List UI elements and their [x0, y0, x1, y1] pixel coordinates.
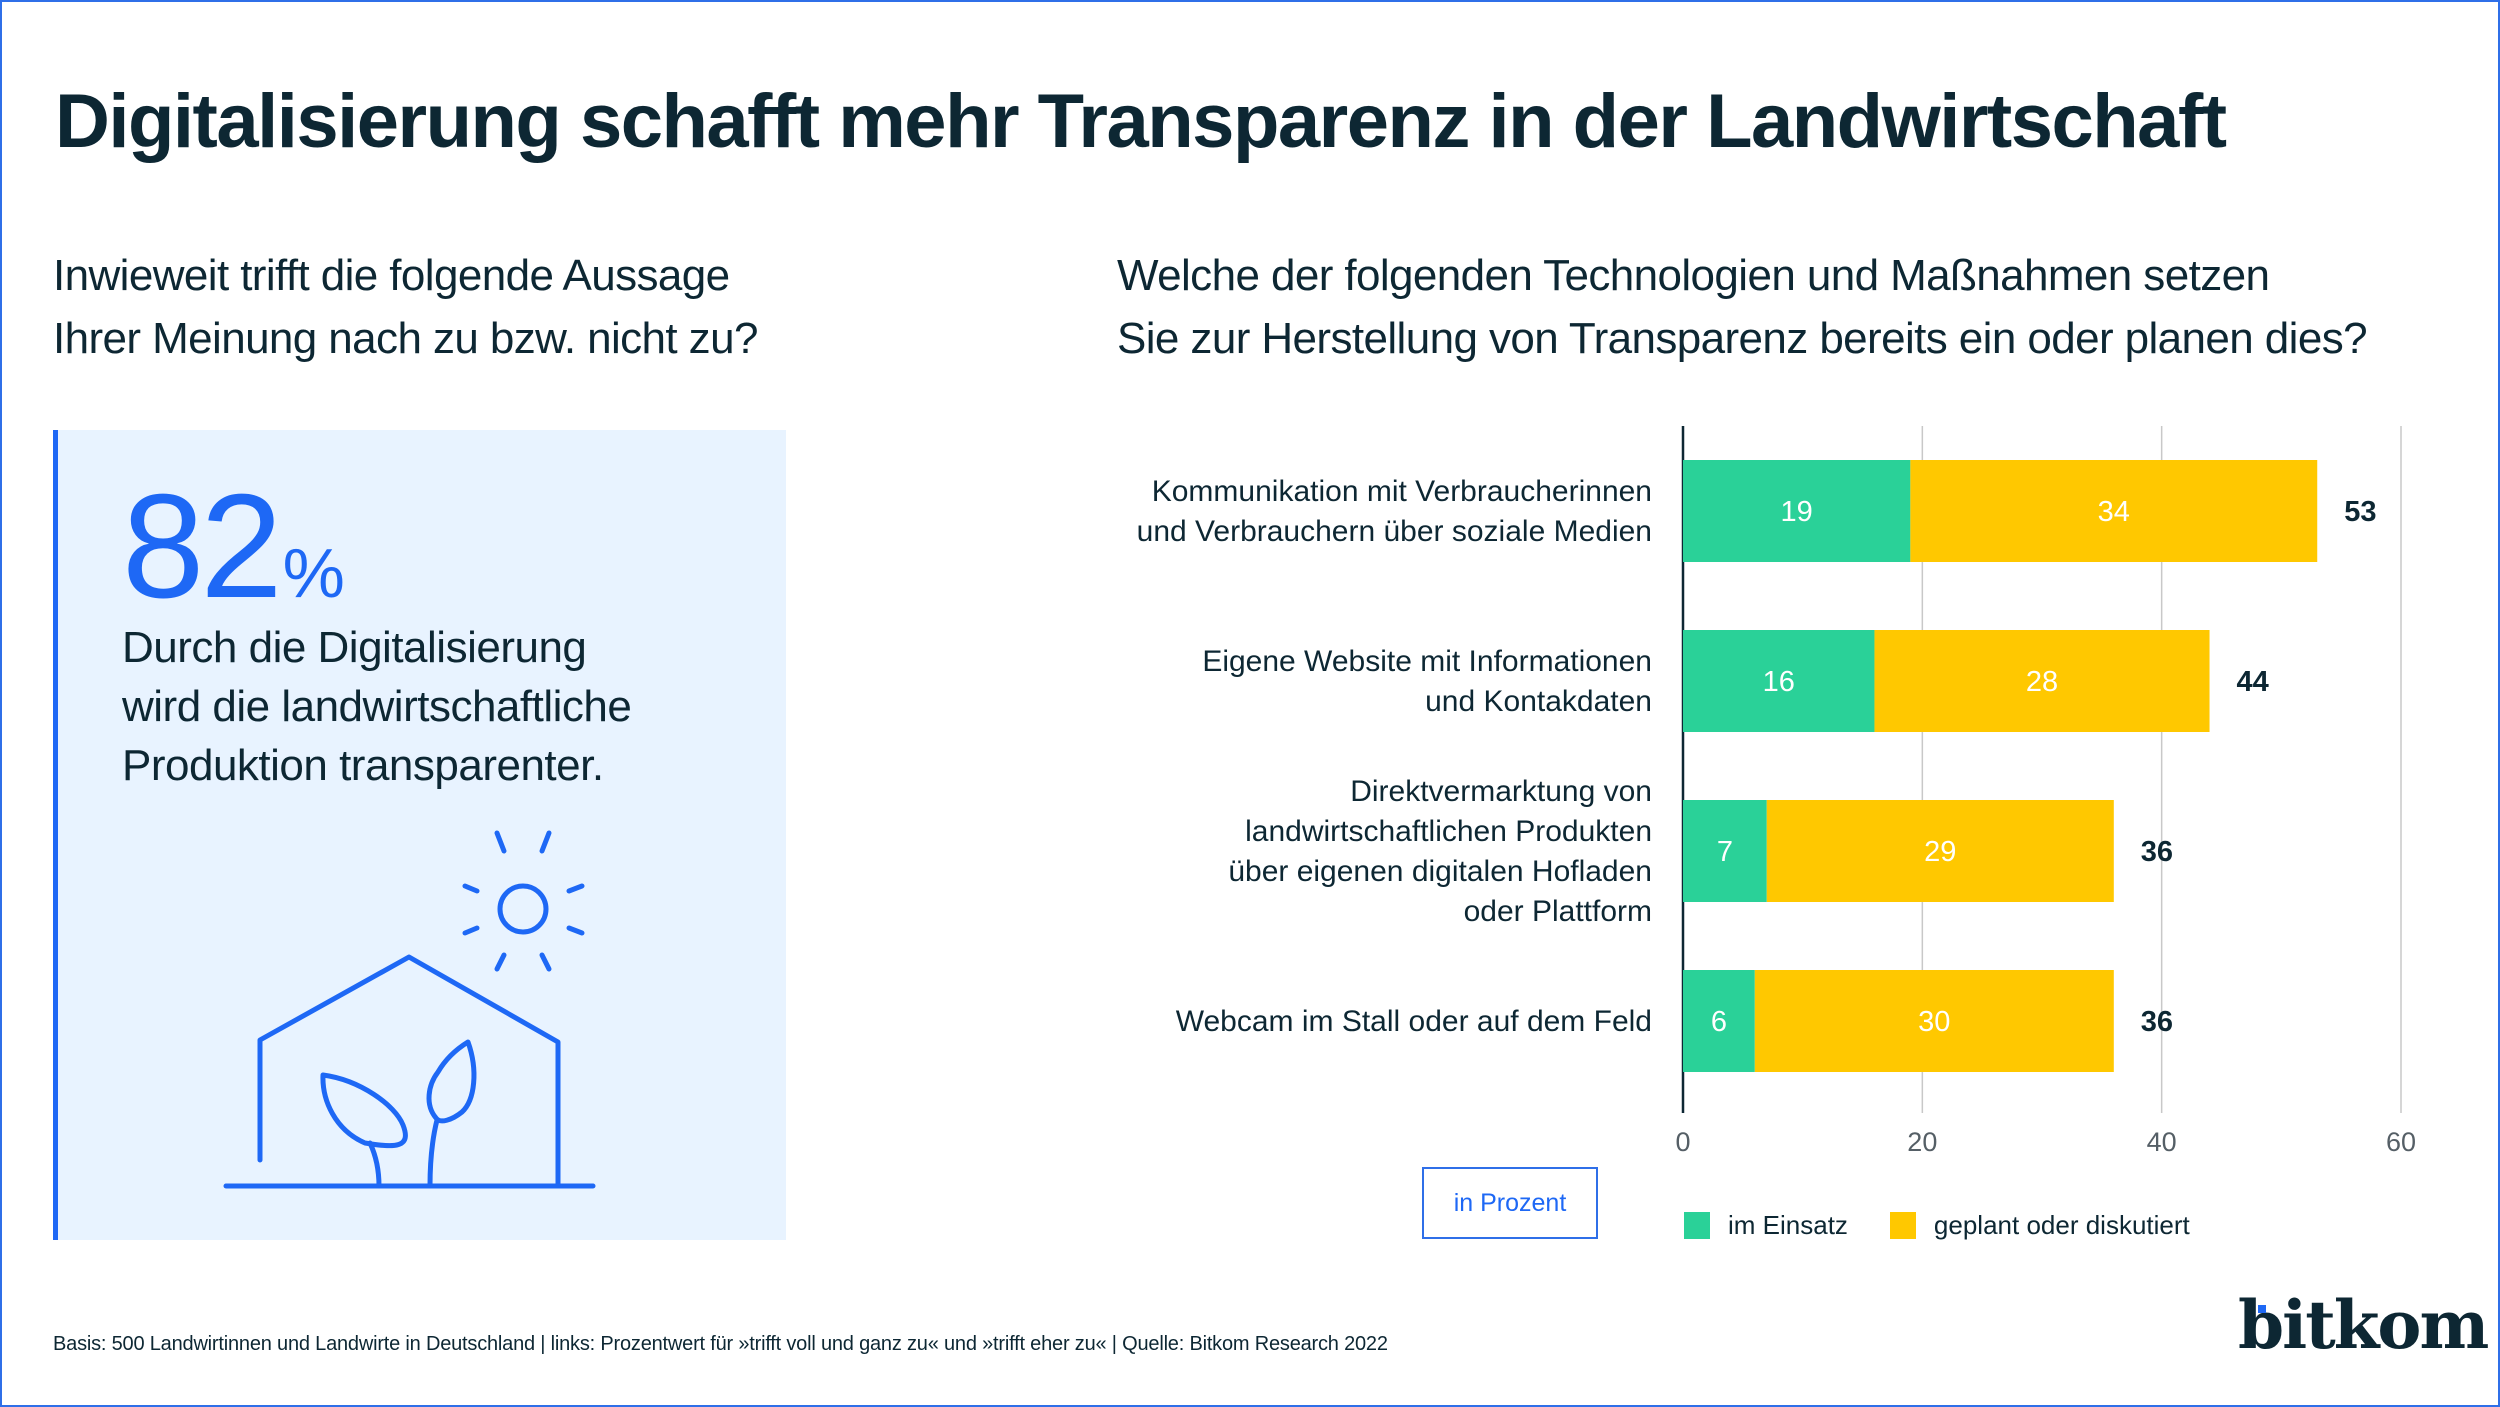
unit-label: in Prozent — [1422, 1167, 1598, 1239]
sun-icon — [462, 830, 585, 972]
chart-x-ticks: 0 20 40 60 — [1675, 1127, 2416, 1157]
bar-total-label: 36 — [2141, 1006, 2173, 1038]
stat-unit: % — [282, 534, 345, 612]
bar-value-label: 28 — [2026, 666, 2058, 698]
bitkom-logo: bitkom — [2238, 1290, 2489, 1360]
category-label: Webcam im Stall oder auf dem Feld — [1176, 1005, 1652, 1038]
plant-icon — [320, 1039, 477, 1189]
stat-statement-line: Produktion transparenter. — [122, 741, 604, 790]
x-tick-label: 60 — [2386, 1127, 2416, 1157]
category-label: Eigene Website mit Informationen — [1202, 645, 1652, 678]
stat-statement: Durch die Digitalisierung wird die landw… — [122, 618, 632, 795]
legend-swatch-yellow — [1889, 1212, 1916, 1239]
category-label: über eigenen digitalen Hofladen — [1228, 855, 1652, 888]
page-title: Digitalisierung schafft mehr Transparenz… — [55, 79, 2227, 164]
legend-item-geplant: geplant oder diskutiert — [1889, 1210, 2190, 1241]
x-tick-label: 20 — [1907, 1127, 1937, 1157]
bar-total-label: 44 — [2237, 666, 2269, 698]
stat-value: 82 — [122, 464, 283, 629]
category-label: und Verbrauchern über soziale Medien — [1137, 515, 1652, 548]
bar-segment-im-einsatz — [1683, 800, 1767, 902]
bar-value-label: 30 — [1918, 1006, 1950, 1038]
stat-statement-line: wird die landwirtschaftliche — [122, 682, 632, 731]
bar-total-label: 36 — [2141, 836, 2173, 868]
category-label: Kommunikation mit Verbraucherinnen — [1152, 475, 1652, 508]
bar-segment-geplant — [1754, 970, 2114, 1072]
bar-segment-geplant — [1910, 460, 2318, 562]
bar-value-label: 29 — [1924, 836, 1956, 868]
bar-segment-im-einsatz — [1683, 970, 1755, 1072]
legend-item-im-einsatz: im Einsatz — [1684, 1210, 1848, 1241]
legend-label: im Einsatz — [1728, 1210, 1848, 1240]
category-label: Direktvermarktung von — [1350, 775, 1652, 808]
stat-figure: 82% — [122, 472, 345, 622]
x-tick-label: 40 — [2147, 1127, 2177, 1157]
chart-bars — [1683, 460, 2318, 1072]
left-question-line: Ihrer Meinung nach zu bzw. nicht zu? — [53, 314, 758, 363]
left-question-line: Inwieweit trifft die folgende Aussage — [53, 251, 730, 300]
logo-accent-dot — [2258, 1305, 2266, 1313]
bar-total-label: 53 — [2344, 496, 2376, 528]
bar-value-label: 6 — [1711, 1006, 1727, 1038]
bitkom-logo-text: bitkom — [2238, 1286, 2489, 1364]
house-outline-icon — [223, 954, 596, 1189]
x-tick-label: 0 — [1675, 1127, 1690, 1157]
left-question: Inwieweit trifft die folgende Aussage Ih… — [53, 244, 758, 370]
bar-value-label: 16 — [1763, 666, 1795, 698]
bar-value-label: 19 — [1781, 496, 1813, 528]
greenhouse-sun-plants-icon — [223, 830, 596, 1189]
category-label: landwirtschaftlichen Produkten — [1245, 815, 1652, 848]
bar-segment-geplant — [1874, 630, 2210, 732]
bar-value-label: 34 — [2098, 496, 2130, 528]
category-label: und Kontakdaten — [1425, 685, 1652, 718]
chart-labels: 19 34 53 Kommunikation mit Verbraucherinnen… — [1137, 475, 2377, 1038]
legend-swatch-green — [1684, 1212, 1710, 1239]
bar-segment-im-einsatz — [1683, 460, 1911, 562]
category-label: oder Plattform — [1464, 895, 1652, 928]
right-question: Welche der folgenden Technologien und Ma… — [1117, 244, 2368, 370]
right-question-line: Welche der folgenden Technologien und Ma… — [1117, 251, 2270, 300]
chart-legend: im Einsatz geplant oder diskutiert — [1684, 1210, 2232, 1241]
stat-statement-line: Durch die Digitalisierung — [122, 623, 587, 672]
bar-segment-geplant — [1766, 800, 2114, 902]
bar-value-label: 7 — [1717, 836, 1733, 868]
right-question-line: Sie zur Herstellung von Transparenz bere… — [1117, 314, 2368, 363]
footer-source-note: Basis: 500 Landwirtinnen und Landwirte i… — [53, 1333, 1388, 1355]
legend-label: geplant oder diskutiert — [1933, 1210, 2190, 1240]
bar-segment-im-einsatz — [1683, 630, 1875, 732]
stat-panel: 82% Durch die Digitalisierung wird die l… — [53, 430, 786, 1240]
